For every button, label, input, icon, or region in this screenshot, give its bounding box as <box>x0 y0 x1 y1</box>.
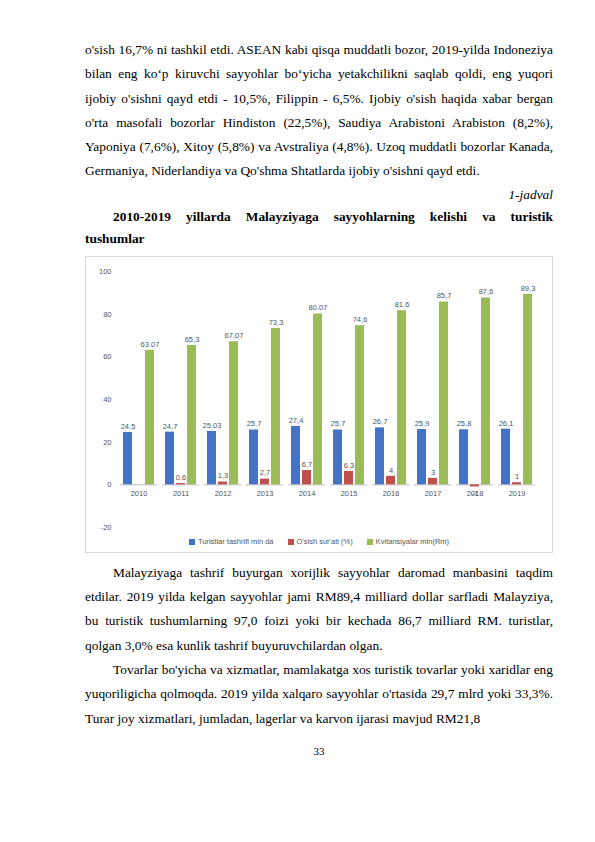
svg-text:80.07: 80.07 <box>309 303 328 312</box>
svg-text:25,8: 25,8 <box>457 419 472 428</box>
svg-text:2010: 2010 <box>131 489 148 498</box>
svg-text:100: 100 <box>99 267 112 276</box>
html-text:Turistlar tashrifi mln da: Turistlar tashrifi mln da <box>197 536 274 546</box>
svg-text:67,07: 67,07 <box>225 331 244 340</box>
html-text:2010-2019 yillarda Malayziyaga: 2010-2019 yillarda Malayziyaga sayyohlar… <box>113 208 553 224</box>
svg-text:0,6: 0,6 <box>176 473 186 482</box>
html-text:o'sish 16,7% ni tashkil etdi.: o'sish 16,7% ni tashkil etdi. ASEAN kabi… <box>85 42 553 179</box>
svg-text:1,3: 1,3 <box>218 471 228 480</box>
svg-text:26,1: 26,1 <box>499 418 514 427</box>
svg-text:6,7: 6,7 <box>302 460 312 469</box>
svg-text:73,3: 73,3 <box>269 318 284 327</box>
svg-text:25,9: 25,9 <box>415 419 430 428</box>
svg-text:27,4: 27,4 <box>289 416 304 425</box>
html-text:tushumlar: tushumlar <box>85 230 145 246</box>
svg-text:2018: 2018 <box>467 489 484 498</box>
svg-text:2,7: 2,7 <box>260 468 270 477</box>
svg-text:25.03: 25.03 <box>203 421 222 430</box>
svg-text:6,3: 6,3 <box>344 461 354 470</box>
svg-text:3: 3 <box>431 468 435 477</box>
svg-text:25,7: 25,7 <box>331 419 346 428</box>
svg-text:-20: -20 <box>101 523 112 532</box>
svg-text:4: 4 <box>389 465 393 474</box>
svg-text:26,7: 26,7 <box>373 417 388 426</box>
svg-text:89,3: 89,3 <box>521 284 536 293</box>
svg-text:80: 80 <box>103 309 111 318</box>
html-text:Kvitansiyalar mln(Rm): Kvitansiyalar mln(Rm) <box>375 536 450 546</box>
svg-text:0: 0 <box>107 480 111 489</box>
svg-text:2017: 2017 <box>425 489 442 498</box>
svg-text:2016: 2016 <box>383 489 400 498</box>
svg-text:40: 40 <box>103 395 111 404</box>
svg-text:24,7: 24,7 <box>163 421 178 430</box>
svg-text:1: 1 <box>515 472 519 481</box>
svg-text:20: 20 <box>103 437 111 446</box>
svg-text:2015: 2015 <box>341 489 358 498</box>
svg-text:2013: 2013 <box>257 489 274 498</box>
html-text:Malayziyaga tashrif buyurgan x: Malayziyaga tashrif buyurgan xorijlik sa… <box>85 564 553 653</box>
svg-text:74,6: 74,6 <box>353 315 368 324</box>
html-text:O'sish sur'ati (%): O'sish sur'ati (%) <box>296 536 353 546</box>
html-text:33: 33 <box>313 744 325 757</box>
svg-text:24,5: 24,5 <box>121 422 136 431</box>
svg-text:81,6: 81,6 <box>395 300 410 309</box>
html-text:Tovarlar bo'yicha va xizmatlar: Tovarlar bo'yicha va xizmatlar, mamlakat… <box>85 662 553 726</box>
svg-text:2011: 2011 <box>173 489 189 498</box>
svg-text:25,7: 25,7 <box>247 419 262 428</box>
svg-text:2019: 2019 <box>509 489 526 498</box>
svg-text:2014: 2014 <box>299 489 316 498</box>
svg-text:85,7: 85,7 <box>437 291 452 300</box>
html-text:1-jadval: 1-jadval <box>508 186 553 202</box>
svg-text:63.07: 63.07 <box>141 339 160 348</box>
svg-text:2012: 2012 <box>215 489 232 498</box>
svg-text:60: 60 <box>103 352 111 361</box>
svg-text:87,6: 87,6 <box>479 287 494 296</box>
svg-text:65,3: 65,3 <box>185 335 200 344</box>
